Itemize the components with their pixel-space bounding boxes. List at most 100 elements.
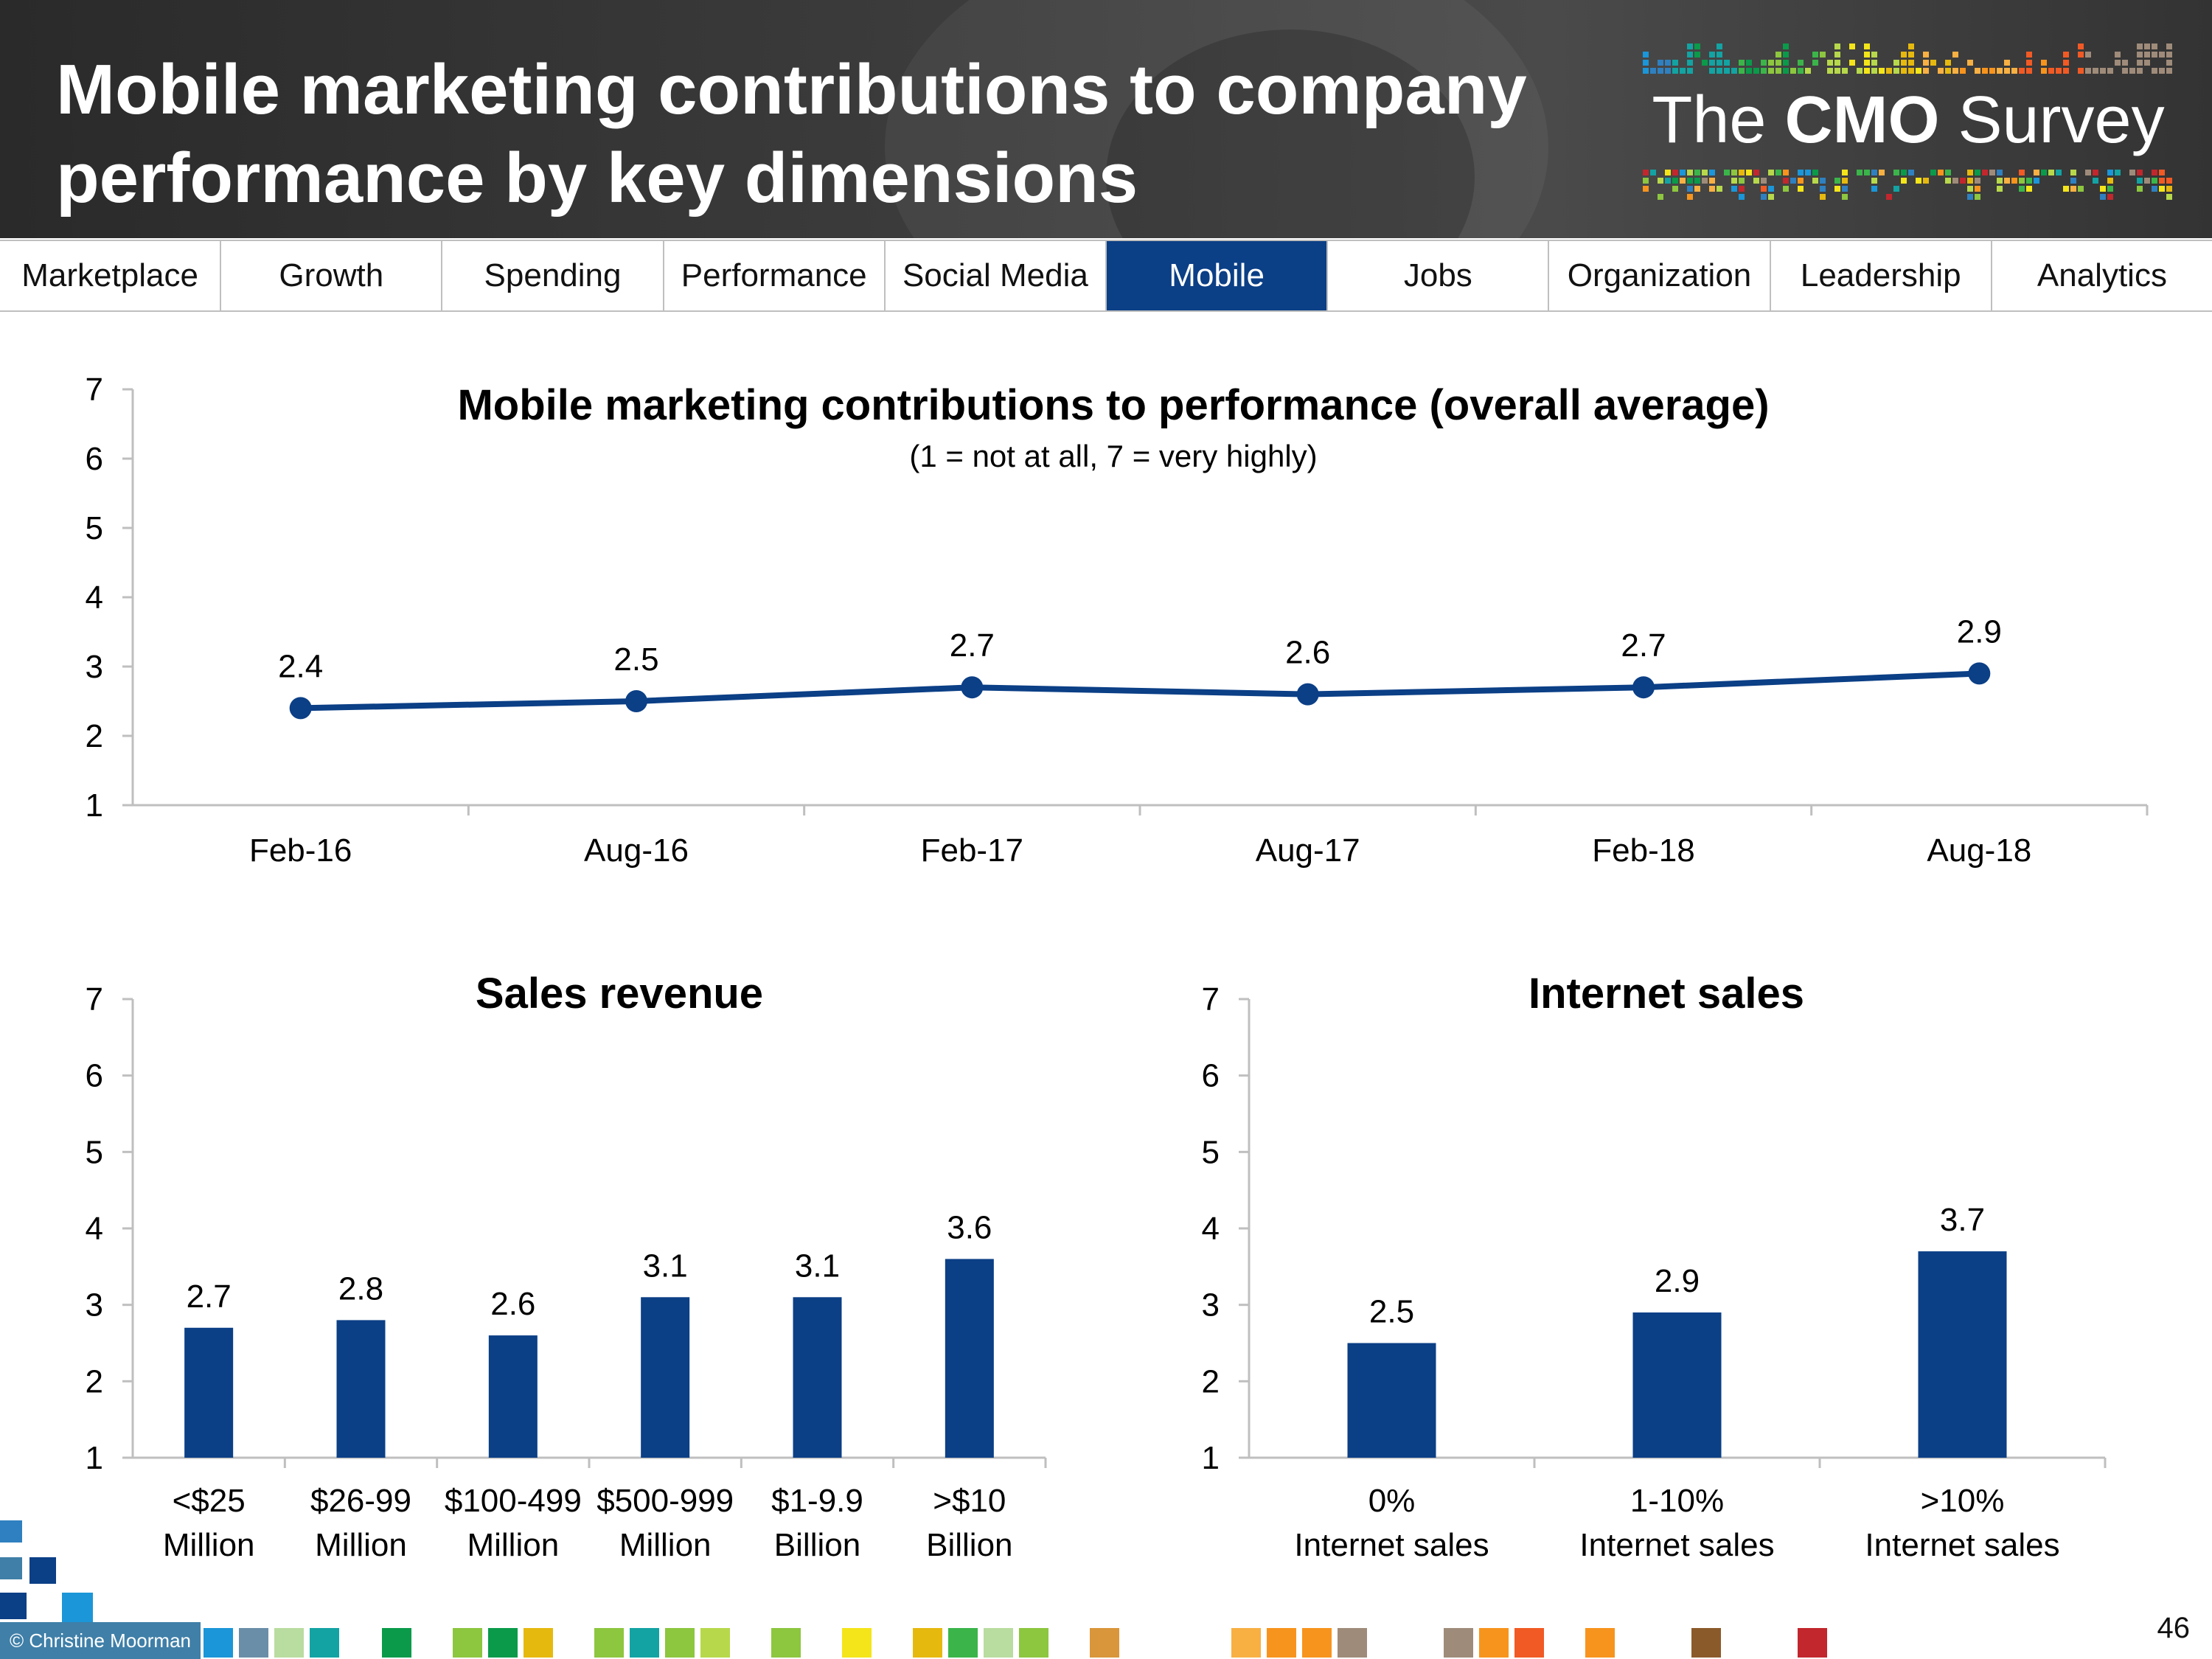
logo-pixel	[1761, 178, 1767, 184]
logo-pixel	[1864, 170, 1870, 175]
logo-pixel	[1967, 60, 1973, 66]
x-tick-label: >10%	[1921, 1483, 2005, 1519]
logo-pixel	[1658, 194, 1663, 200]
tab-leadership[interactable]: Leadership	[1771, 241, 1992, 310]
logo-pixel	[1643, 170, 1649, 175]
tab-mobile[interactable]: Mobile	[1107, 241, 1329, 310]
logo-pixel	[1798, 178, 1804, 184]
logo-pixel	[1842, 68, 1848, 74]
x-tick-label: Internet sales	[1579, 1527, 1774, 1563]
x-tick-label: $100-499	[445, 1483, 582, 1519]
logo-pixel	[1960, 68, 1966, 74]
logo-pixel	[1775, 60, 1781, 66]
y-tick-label: 3	[86, 649, 103, 685]
tab-jobs[interactable]: Jobs	[1328, 241, 1550, 310]
logo-pixel	[1871, 60, 1877, 66]
logo-pixel	[1687, 170, 1693, 175]
decorative-square	[1514, 1628, 1544, 1658]
logo-pixel	[2107, 68, 2113, 74]
tab-performance[interactable]: Performance	[664, 241, 886, 310]
x-tick-label: Billion	[774, 1527, 860, 1563]
logo-pixel	[1643, 68, 1649, 74]
logo-pixel	[2144, 52, 2150, 58]
logo-pixel	[2152, 178, 2157, 184]
logo-pixel	[2137, 60, 2143, 66]
logo-pixel	[1842, 194, 1848, 200]
logo-pixel	[1687, 52, 1693, 58]
logo-pixel	[2166, 186, 2172, 192]
logo-text-suffix: Survey	[1939, 83, 2165, 157]
logo-pixel	[2078, 186, 2084, 192]
y-tick-label: 4	[86, 580, 103, 616]
logo-pixel	[1709, 170, 1715, 175]
data-point	[289, 697, 312, 720]
sales-revenue-bar-chart: 1 2 3 4 5 6 7 2.7 <$25 Million 2.8 $26-99 Million 2.6…	[86, 981, 1047, 1563]
logo-pixel	[2137, 170, 2143, 175]
y-tick-label: 6	[1202, 1058, 1220, 1094]
logo-pixel	[1672, 68, 1678, 74]
data-point	[1632, 676, 1655, 699]
logo-pixel	[2129, 68, 2135, 74]
logo-pixel	[1864, 68, 1870, 74]
logo-pixel	[1687, 68, 1693, 74]
decorative-square	[665, 1628, 695, 1658]
logo-pixel	[1834, 44, 1840, 49]
logo-pixel	[1930, 60, 1936, 66]
x-tick-label: $500-999	[597, 1483, 734, 1519]
tab-organization[interactable]: Organization	[1549, 241, 1771, 310]
logo-pixel	[1724, 68, 1730, 74]
tab-analytics[interactable]: Analytics	[2037, 257, 2167, 293]
logo-pixel	[1908, 44, 1914, 49]
page-title-line-1: Mobile marketing contributions to compan…	[56, 50, 1527, 129]
logo-pixel	[1975, 186, 1980, 192]
x-tick-label: Aug-16	[584, 832, 689, 869]
logo-pixel	[1753, 68, 1759, 74]
logo-pixel	[2107, 186, 2113, 192]
logo-pixel	[1812, 60, 1818, 66]
logo-pixel	[1982, 68, 1988, 74]
logo-pixel	[1967, 170, 1973, 175]
logo-pixel	[1923, 52, 1929, 58]
data-label: 3.6	[947, 1209, 992, 1245]
logo-pixel	[1857, 170, 1863, 175]
logo-pixel	[1790, 68, 1796, 74]
line-chart-title: Mobile marketing contributions to perfor…	[457, 381, 1770, 429]
logo-pixel	[1982, 170, 1988, 175]
decorative-square	[0, 1520, 22, 1543]
decorative-square	[382, 1628, 411, 1658]
tab-marketplace[interactable]: Marketplace	[0, 241, 222, 310]
tab-spending[interactable]: Spending	[442, 241, 664, 310]
decorative-square	[1479, 1628, 1509, 1658]
logo-pixel	[1916, 68, 1921, 74]
bar	[488, 1335, 538, 1458]
logo-pixel	[1820, 178, 1826, 184]
logo-pixel	[1952, 68, 1958, 74]
logo-pixel	[1908, 170, 1914, 175]
x-tick-label: $26-99	[310, 1483, 411, 1519]
logo-pixel	[1989, 170, 1995, 175]
logo-pixel	[2100, 186, 2106, 192]
logo-pixel	[1680, 178, 1686, 184]
logo-pixel	[1709, 68, 1715, 74]
tab-growth[interactable]: Growth	[221, 241, 443, 310]
logo-pixel	[1842, 186, 1848, 192]
logo-pixel	[2159, 170, 2165, 175]
logo-pixel	[1731, 186, 1737, 192]
logo-pixel	[1886, 194, 1892, 200]
logo-pixel	[1864, 44, 1870, 49]
logo-pixel	[1871, 68, 1877, 74]
logo-pixel	[1834, 52, 1840, 58]
logo-pixel	[1775, 170, 1781, 175]
bar	[1918, 1251, 2007, 1458]
logo-pixel	[1739, 170, 1745, 175]
logo-pixel	[1975, 170, 1980, 175]
logo-pixel	[1783, 178, 1789, 184]
logo-pixel	[1945, 170, 1951, 175]
logo-pixel	[1901, 60, 1907, 66]
logo-pixel	[2115, 52, 2121, 58]
logo-pixel	[2004, 60, 2010, 66]
logo-pixel	[2115, 170, 2121, 175]
tab-social-media[interactable]: Social Media	[886, 241, 1107, 310]
bar	[336, 1320, 386, 1458]
